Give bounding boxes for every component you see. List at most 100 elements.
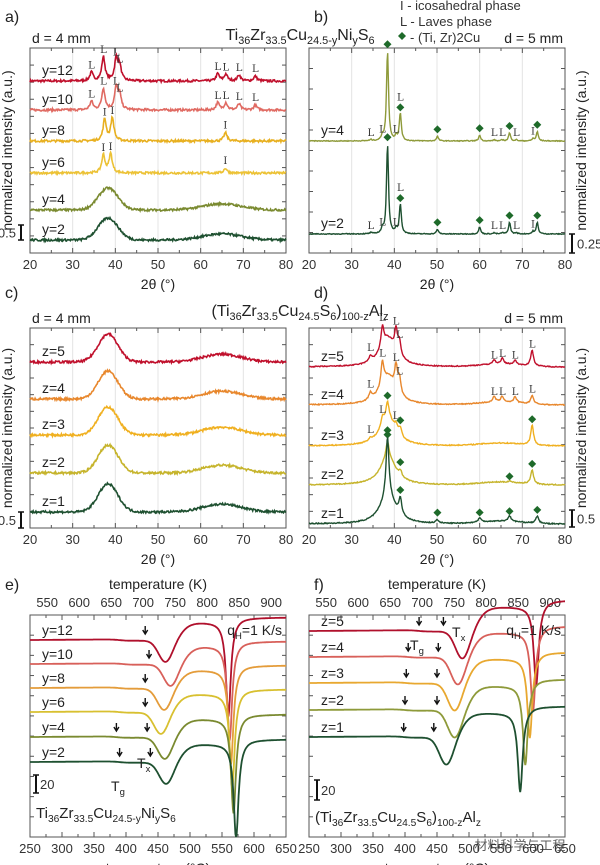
composition-title-cd: (Ti36Zr33.5Cu24.5S6)100-zAlz xyxy=(211,303,388,323)
series-label: y=4 xyxy=(42,191,65,207)
x2-tick-label: 650 xyxy=(100,595,122,610)
series-line xyxy=(308,440,566,486)
laves-marker: L xyxy=(529,339,536,350)
laves-marker: L xyxy=(397,183,404,194)
laves-marker: L xyxy=(396,330,403,341)
series-line xyxy=(308,53,566,143)
laves-marker: L xyxy=(513,128,520,139)
x-tick-label: 20 xyxy=(23,257,37,272)
scale-bar-label: 0.25 xyxy=(577,237,600,252)
series-line xyxy=(308,146,566,236)
diamond-marker xyxy=(433,508,442,517)
series-line xyxy=(309,705,565,793)
tx-arrow-icon xyxy=(147,748,154,758)
icosahedral-marker: I xyxy=(103,107,107,118)
tg-arrow-icon xyxy=(415,617,423,627)
tx-arrow-icon xyxy=(142,698,149,708)
panel-label: c) xyxy=(5,285,18,302)
series-label: z=3 xyxy=(321,665,344,681)
icosahedral-marker: I xyxy=(223,121,227,132)
laves-marker: L xyxy=(368,221,375,232)
x-tick-label: 80 xyxy=(558,532,572,547)
laves-marker: L xyxy=(393,217,400,228)
icosahedral-marker: I xyxy=(531,127,535,138)
scale-bar-label: 0.5 xyxy=(0,226,16,241)
x-tick-label: 550 xyxy=(211,841,233,856)
series-line xyxy=(30,616,286,717)
x-tick-label: 30 xyxy=(344,532,358,547)
laves-marker: L xyxy=(491,387,498,398)
y-axis-label: normalized intensity (a.u.) xyxy=(573,348,589,508)
x-tick-label: 400 xyxy=(394,841,416,856)
laves-marker: L xyxy=(512,351,519,362)
series-label: y=12 xyxy=(42,622,73,638)
tx-arrow-icon xyxy=(433,696,441,706)
legend-icosahedral: I - icosahedral phase xyxy=(400,0,521,13)
x-tick-label: 450 xyxy=(147,841,169,856)
tg-arrow-icon xyxy=(401,696,409,706)
series-label: z=1 xyxy=(42,493,65,509)
series-line xyxy=(309,626,566,713)
laves-marker: L xyxy=(379,217,386,228)
laves-marker: L xyxy=(368,128,375,139)
x2-tick-label: 750 xyxy=(443,595,465,610)
diamond-marker xyxy=(396,194,405,203)
x-tick-label: 80 xyxy=(279,257,293,272)
diamond-marker xyxy=(533,505,542,514)
diamond-marker xyxy=(396,458,405,467)
series-label: y=2 xyxy=(42,744,65,760)
sample-thickness: d = 5 mm xyxy=(504,30,563,46)
laves-marker: L xyxy=(214,62,221,73)
series-line xyxy=(308,324,566,369)
diamond-marker xyxy=(383,40,392,49)
x-tick-label: 400 xyxy=(115,841,137,856)
x2-tick-label: 650 xyxy=(379,595,401,610)
panel-c: 20 30 40 50 60 70 80 z=5 z=4 z=3 z=2 z=1 2θ (°) norma… xyxy=(0,285,293,567)
x2-tick-label: 750 xyxy=(164,595,186,610)
x-tick-label: 20 xyxy=(302,257,316,272)
laves-marker: L xyxy=(393,317,400,328)
diamond-marker xyxy=(505,211,514,220)
x-tick-label: 50 xyxy=(151,532,165,547)
scale-bar-label: 0.5 xyxy=(577,512,595,527)
laves-marker: L xyxy=(367,425,374,436)
sample-thickness: d = 4 mm xyxy=(32,310,91,326)
series-line xyxy=(29,115,287,145)
sample-thickness: d = 5 mm xyxy=(504,310,563,326)
y-axis-label: normalized intensity (a.u.) xyxy=(573,70,589,230)
legend-laves: L - Laves phase xyxy=(400,14,492,29)
series-line xyxy=(30,738,286,838)
series-line xyxy=(309,679,565,766)
diamond-marker xyxy=(533,120,542,129)
laves-marker: L xyxy=(88,61,95,72)
series-label: z=1 xyxy=(321,719,344,735)
x-axis-label: temperature (°C) xyxy=(385,860,489,865)
series-label: y=8 xyxy=(42,670,65,686)
series-label: y=4 xyxy=(42,719,65,735)
tx-arrow-icon xyxy=(144,723,151,733)
laves-marker: L xyxy=(396,366,403,377)
series-label: z=5 xyxy=(321,613,344,629)
panel-b: 20 30 40 50 60 70 80y=4 L L LLL L L Iy=2 L L LLL L L I2θ (… xyxy=(302,0,600,292)
x-tick-label: 300 xyxy=(51,841,73,856)
x-tick-label: 50 xyxy=(430,257,444,272)
tg-arrow-icon xyxy=(113,723,120,733)
x2-tick-label: 600 xyxy=(347,595,369,610)
laves-marker: L xyxy=(367,380,374,391)
panel-e: 250 300 350 400 450 500 550 600 650 550 600 650 700 7… xyxy=(5,576,297,865)
laves-marker: L xyxy=(236,63,243,74)
x-tick-label: 70 xyxy=(236,257,250,272)
series-line xyxy=(29,215,287,244)
series-label: y=12 xyxy=(42,62,73,78)
series-line xyxy=(29,186,287,214)
diamond-marker xyxy=(383,133,392,142)
series-line xyxy=(29,481,287,515)
heating-rate: qH=1 K/s xyxy=(227,622,282,642)
icosahedral-marker: I xyxy=(531,220,535,231)
x2-tick-label: 550 xyxy=(36,595,58,610)
series-label: y=6 xyxy=(42,154,65,170)
laves-marker: L xyxy=(100,76,107,87)
diamond-marker xyxy=(475,124,484,133)
x-tick-label: 650 xyxy=(554,841,576,856)
